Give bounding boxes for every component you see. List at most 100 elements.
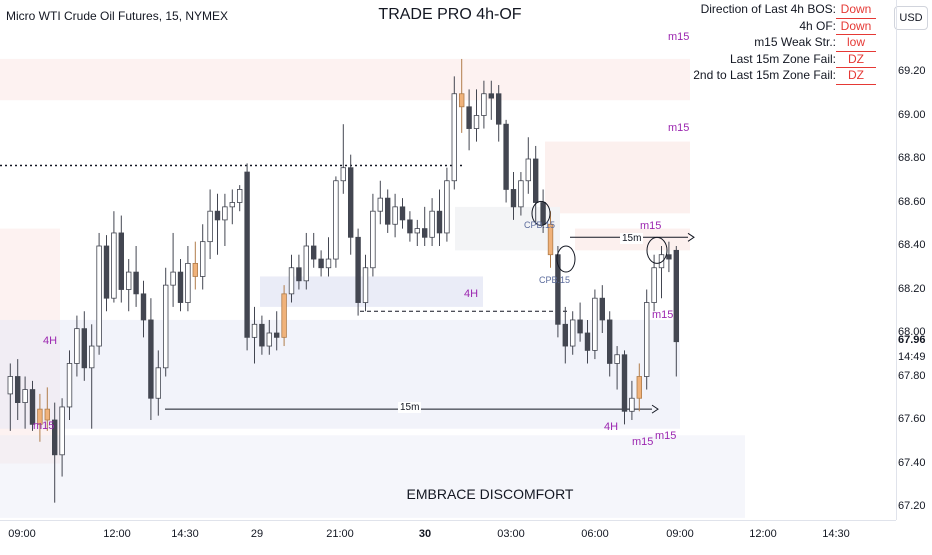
candle-body xyxy=(614,354,620,364)
candle-body xyxy=(592,297,598,351)
price-tick-label: 68.00 xyxy=(898,326,926,338)
candle-body xyxy=(111,232,117,299)
time-tick-label: 12:00 xyxy=(103,528,131,540)
info-row-4h-of: 4h OF: Down xyxy=(693,19,876,36)
candle-body xyxy=(392,206,398,225)
candle-body xyxy=(621,354,628,412)
candle-body xyxy=(495,93,502,125)
time-tick-label: 03:00 xyxy=(497,528,525,540)
candle-body xyxy=(222,206,228,221)
candle-body xyxy=(266,332,272,347)
symbol-title[interactable]: Micro WTI Crude Oil Futures, 15, NYMEX xyxy=(6,9,229,23)
candle-body xyxy=(199,241,206,277)
overlays-layer xyxy=(531,200,668,273)
candle-body xyxy=(14,376,21,404)
zones-layer xyxy=(0,58,745,518)
candle-body xyxy=(96,245,102,347)
candle-body xyxy=(547,223,554,256)
info-label: 4h OF: xyxy=(799,18,836,33)
candle-body xyxy=(584,332,591,351)
circle-marker xyxy=(556,245,576,273)
time-tick-label: 30 xyxy=(418,528,432,540)
candle-body xyxy=(155,367,161,399)
price-tick-label: 68.60 xyxy=(898,195,926,208)
last-price-label: 67.96 xyxy=(898,334,926,346)
candle-body xyxy=(577,319,583,334)
cpb-label: CPB.15 xyxy=(539,275,571,285)
candle-body xyxy=(377,197,383,212)
info-label: m15 Weak Str.: xyxy=(754,35,836,50)
candle-body xyxy=(421,228,428,238)
candle-body xyxy=(473,115,480,129)
m15-label: m15 xyxy=(33,420,55,432)
candle-body xyxy=(429,210,435,238)
15m-line-label: 15m xyxy=(620,233,644,244)
candle-body xyxy=(318,258,324,269)
info-panel: Direction of Last 4h BOS: Down 4h OF: Down… xyxy=(693,2,876,85)
info-label: 2nd to Last 15m Zone Fail: xyxy=(693,68,836,83)
candle-body xyxy=(355,236,361,303)
candle-body xyxy=(259,323,265,347)
candle-body xyxy=(325,258,332,269)
zone-rect xyxy=(260,276,483,307)
arrow-head xyxy=(651,404,659,414)
price-tick-label: 68.20 xyxy=(898,282,926,295)
price-tick-label: 67.80 xyxy=(898,369,926,382)
arrow-head xyxy=(687,232,695,242)
candle-body xyxy=(185,262,191,303)
candle-body xyxy=(303,245,309,282)
candles-layer xyxy=(7,58,679,503)
price-tick-label: 68.80 xyxy=(898,152,926,164)
currency-button[interactable]: USD xyxy=(894,6,928,30)
price-tick-label: 67.60 xyxy=(898,413,926,425)
candle-body xyxy=(177,271,184,303)
candle-body xyxy=(651,267,657,303)
time-axis xyxy=(0,520,896,521)
candle-body xyxy=(658,254,665,269)
candle-body xyxy=(29,389,36,425)
candle-body xyxy=(451,93,457,182)
h4-label: 4H xyxy=(43,335,58,347)
zone-rect xyxy=(0,435,745,518)
time-tick-label: 21:00 xyxy=(326,528,354,540)
time-tick-label: 14:30 xyxy=(822,528,850,540)
price-tick-label: 67.40 xyxy=(898,456,926,469)
zone-rect xyxy=(545,141,690,214)
candle-body xyxy=(244,171,250,338)
candle-body xyxy=(192,262,198,277)
circle-marker xyxy=(531,200,551,226)
candle-body xyxy=(126,271,132,290)
time-tick-label: 09:00 xyxy=(8,528,36,540)
info-label: Last 15m Zone Fail: xyxy=(729,51,836,66)
candle-body xyxy=(518,180,524,208)
candle-body xyxy=(481,93,487,116)
candle-body xyxy=(148,319,154,399)
zone-rect xyxy=(0,319,680,429)
candle-body xyxy=(7,376,13,395)
time-tick-label: 09:00 xyxy=(666,528,694,540)
info-value: DZ xyxy=(836,52,876,69)
h4-label: 4H xyxy=(604,421,619,433)
candle-body xyxy=(340,167,346,182)
candle-body xyxy=(22,389,28,403)
time-tick-label: 14:30 xyxy=(171,528,199,540)
bottom-caption: EMBRACE DISCOMFORT xyxy=(406,486,574,502)
candle-body xyxy=(562,323,568,347)
price-axis[interactable] xyxy=(896,0,932,520)
candle-body xyxy=(207,210,213,243)
candle-body xyxy=(629,397,635,412)
cpb-label: CPB.15 xyxy=(524,220,556,230)
info-value: Down xyxy=(836,2,876,19)
time-tick-label: 12:00 xyxy=(749,528,777,540)
candle-body xyxy=(503,123,509,190)
time-tick-label: 06:00 xyxy=(581,528,609,540)
candle-body xyxy=(236,189,243,203)
candle-body xyxy=(533,158,539,203)
m15-label: m15 xyxy=(632,436,654,448)
candle-body xyxy=(170,271,176,286)
candle-body xyxy=(599,297,605,321)
candle-body xyxy=(466,106,472,129)
candle-body xyxy=(488,93,494,99)
